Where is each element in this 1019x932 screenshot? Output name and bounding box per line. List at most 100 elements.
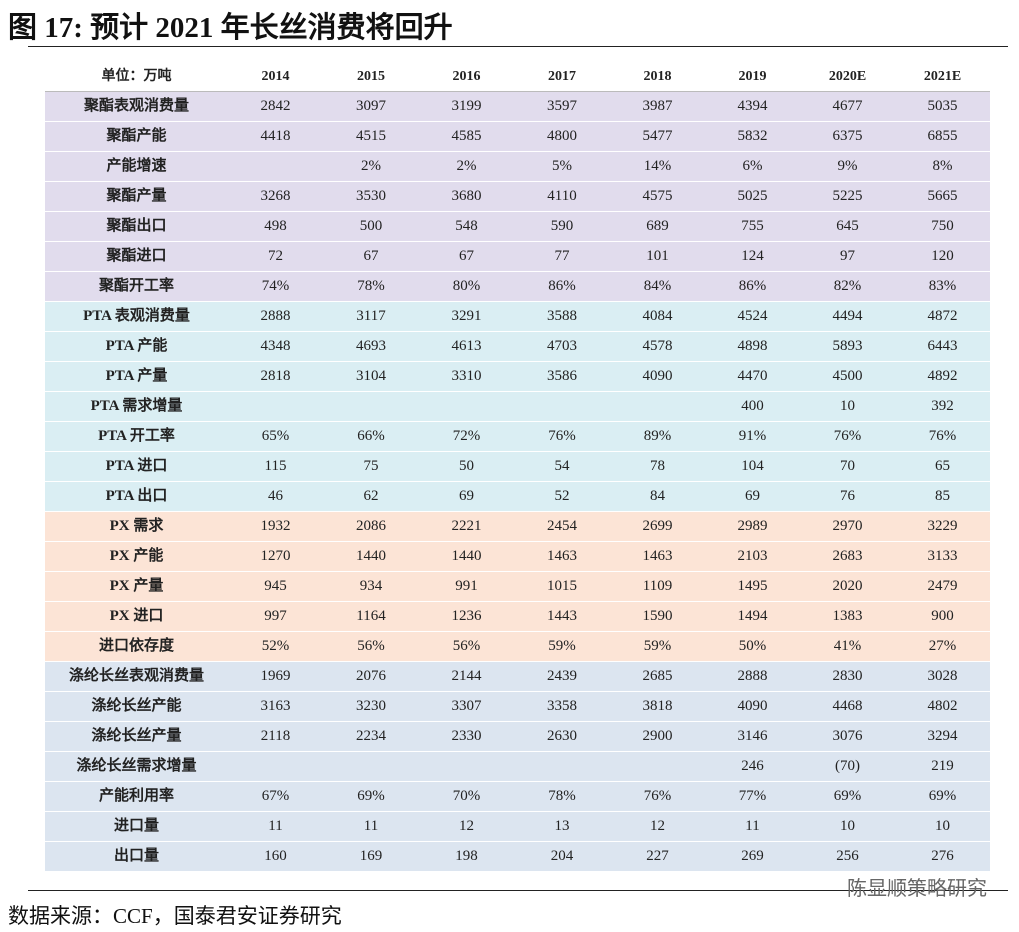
table-cell: 2020 xyxy=(832,578,863,594)
table-cell: 1440 xyxy=(451,548,482,564)
table-cell: 2076 xyxy=(356,668,386,684)
row-label: 涤纶长丝需求增量 xyxy=(76,758,197,774)
table-cell: 67 xyxy=(459,248,474,264)
table-cell: 1270 xyxy=(260,548,291,564)
table-cell: 3597 xyxy=(547,98,577,114)
table-cell: 1932 xyxy=(260,518,291,534)
table-cell: 4090 xyxy=(737,698,768,714)
table-cell: 276 xyxy=(931,848,954,864)
table-cell: 3117 xyxy=(356,308,386,324)
table-cell: 3588 xyxy=(547,308,577,324)
table-cell: 4418 xyxy=(260,128,291,144)
table-cell: 3987 xyxy=(642,98,673,114)
table-cell: 10 xyxy=(840,398,855,414)
table-cell: 69% xyxy=(928,788,957,804)
row-label: PX 产能 xyxy=(109,548,164,564)
header-row: 单位：万吨 2014 2015 2016 2017 2018 2019 2020E 2021E xyxy=(45,62,990,92)
table-cell: 4090 xyxy=(642,368,673,384)
table-cell: 2970 xyxy=(832,518,863,534)
table-cell: 4084 xyxy=(642,308,673,324)
table-row: 涤纶长丝表观消费量 1969 2076 2144 2439 2685 2888 2830 302… xyxy=(45,662,990,692)
table-cell: 59% xyxy=(643,638,672,654)
table-cell: 86% xyxy=(548,278,576,294)
table-cell: 76% xyxy=(548,428,576,444)
table-cell: 74% xyxy=(261,278,290,294)
table-cell: 65% xyxy=(261,428,290,444)
table-cell: 755 xyxy=(741,218,764,234)
row-label: 产能增速 xyxy=(106,158,167,174)
table-cell: 11 xyxy=(268,818,283,834)
table-cell: 256 xyxy=(836,848,859,864)
table-cell: 5477 xyxy=(642,128,673,144)
table-cell: 2144 xyxy=(451,668,482,684)
table-cell: 3358 xyxy=(547,698,577,714)
table-cell: 104 xyxy=(741,458,764,474)
table-cell: 5665 xyxy=(927,188,958,204)
table-cell: 4898 xyxy=(737,338,768,354)
header-cell: 单位：万吨 xyxy=(101,69,172,84)
table-cell: 59% xyxy=(548,638,576,654)
table-cell: 72% xyxy=(452,428,481,444)
table-cell: 2% xyxy=(456,158,477,174)
table-cell: 14% xyxy=(643,158,672,174)
table-cell: 3199 xyxy=(451,98,482,114)
table-cell: 1495 xyxy=(737,578,768,594)
table-cell: 8% xyxy=(932,158,953,174)
row-label: PTA 表观消费量 xyxy=(83,308,190,324)
table-cell: 750 xyxy=(931,218,954,234)
table-cell: 80% xyxy=(452,278,481,294)
row-label: 聚酯进口 xyxy=(106,248,167,264)
table-cell: 4892 xyxy=(927,368,958,384)
table-row: PTA 开工率 65% 66% 72% 76% 89% 91% 76% 76% xyxy=(45,422,990,452)
table-cell: 1590 xyxy=(642,608,673,624)
table-row: 聚酯出口 498 500 548 590 689 755 645 750 xyxy=(45,212,990,242)
table-cell: 78% xyxy=(357,278,385,294)
table-cell: 160 xyxy=(264,848,287,864)
table-cell: 2221 xyxy=(451,518,482,534)
row-label: PX 需求 xyxy=(109,518,164,534)
table-cell: 76% xyxy=(928,428,957,444)
table-row: PTA 进口 115 75 50 54 78 104 70 65 xyxy=(45,452,990,482)
table-cell: 5893 xyxy=(832,338,863,354)
table-cell: 2630 xyxy=(547,728,577,744)
table-cell: 77 xyxy=(554,248,570,264)
table-row: 产能增速 2% 2% 5% 14% 6% 9% 8% xyxy=(45,152,990,182)
table-cell: 3229 xyxy=(927,518,958,534)
table-cell: 1443 xyxy=(547,608,577,624)
row-label: PTA 需求增量 xyxy=(90,398,183,414)
header-cell: 2021E xyxy=(923,69,962,84)
table-cell: 54 xyxy=(554,458,570,474)
table-row: PX 进口 997 1164 1236 1443 1590 1494 1383 900 xyxy=(45,602,990,632)
table-cell: 4802 xyxy=(927,698,958,714)
table-cell: 84% xyxy=(643,278,672,294)
row-label: PX 进口 xyxy=(109,608,164,624)
watermark: 陈显顺策略研究 xyxy=(847,876,987,900)
table-cell: 997 xyxy=(264,608,287,624)
table-cell: 11 xyxy=(745,818,760,834)
table-cell: 4468 xyxy=(832,698,863,714)
table-cell: 3133 xyxy=(927,548,958,564)
table-cell: 12 xyxy=(459,818,474,834)
row-label: 聚酯出口 xyxy=(106,218,167,234)
table-row: 进口量 11 11 12 13 12 11 10 10 xyxy=(45,812,990,842)
table-cell: 3076 xyxy=(832,728,863,744)
table-cell: 2439 xyxy=(547,668,577,684)
table-cell: 3028 xyxy=(927,668,958,684)
row-label: 聚酯开工率 xyxy=(98,278,174,294)
table-row: PTA 表观消费量 2888 3117 3291 3588 4084 4524 4494 487… xyxy=(45,302,990,332)
table-cell: 46 xyxy=(268,488,283,504)
table-cell: 3294 xyxy=(927,728,958,744)
table-cell: 67 xyxy=(363,248,379,264)
table-cell: 2900 xyxy=(642,728,673,744)
row-label: 聚酯产能 xyxy=(106,128,167,144)
table-cell: 2685 xyxy=(642,668,673,684)
table-cell: 204 xyxy=(550,848,574,864)
table-row: 涤纶长丝产量 2118 2234 2330 2630 2900 3146 3076 3294 xyxy=(45,722,990,752)
table-cell: 269 xyxy=(741,848,764,864)
table-cell: 124 xyxy=(741,248,764,264)
table-row: 聚酯进口 72 67 67 77 101 124 97 120 xyxy=(45,242,990,272)
table-cell: 1109 xyxy=(642,578,673,594)
table-cell: 72 xyxy=(268,248,283,264)
rule xyxy=(28,890,1008,891)
